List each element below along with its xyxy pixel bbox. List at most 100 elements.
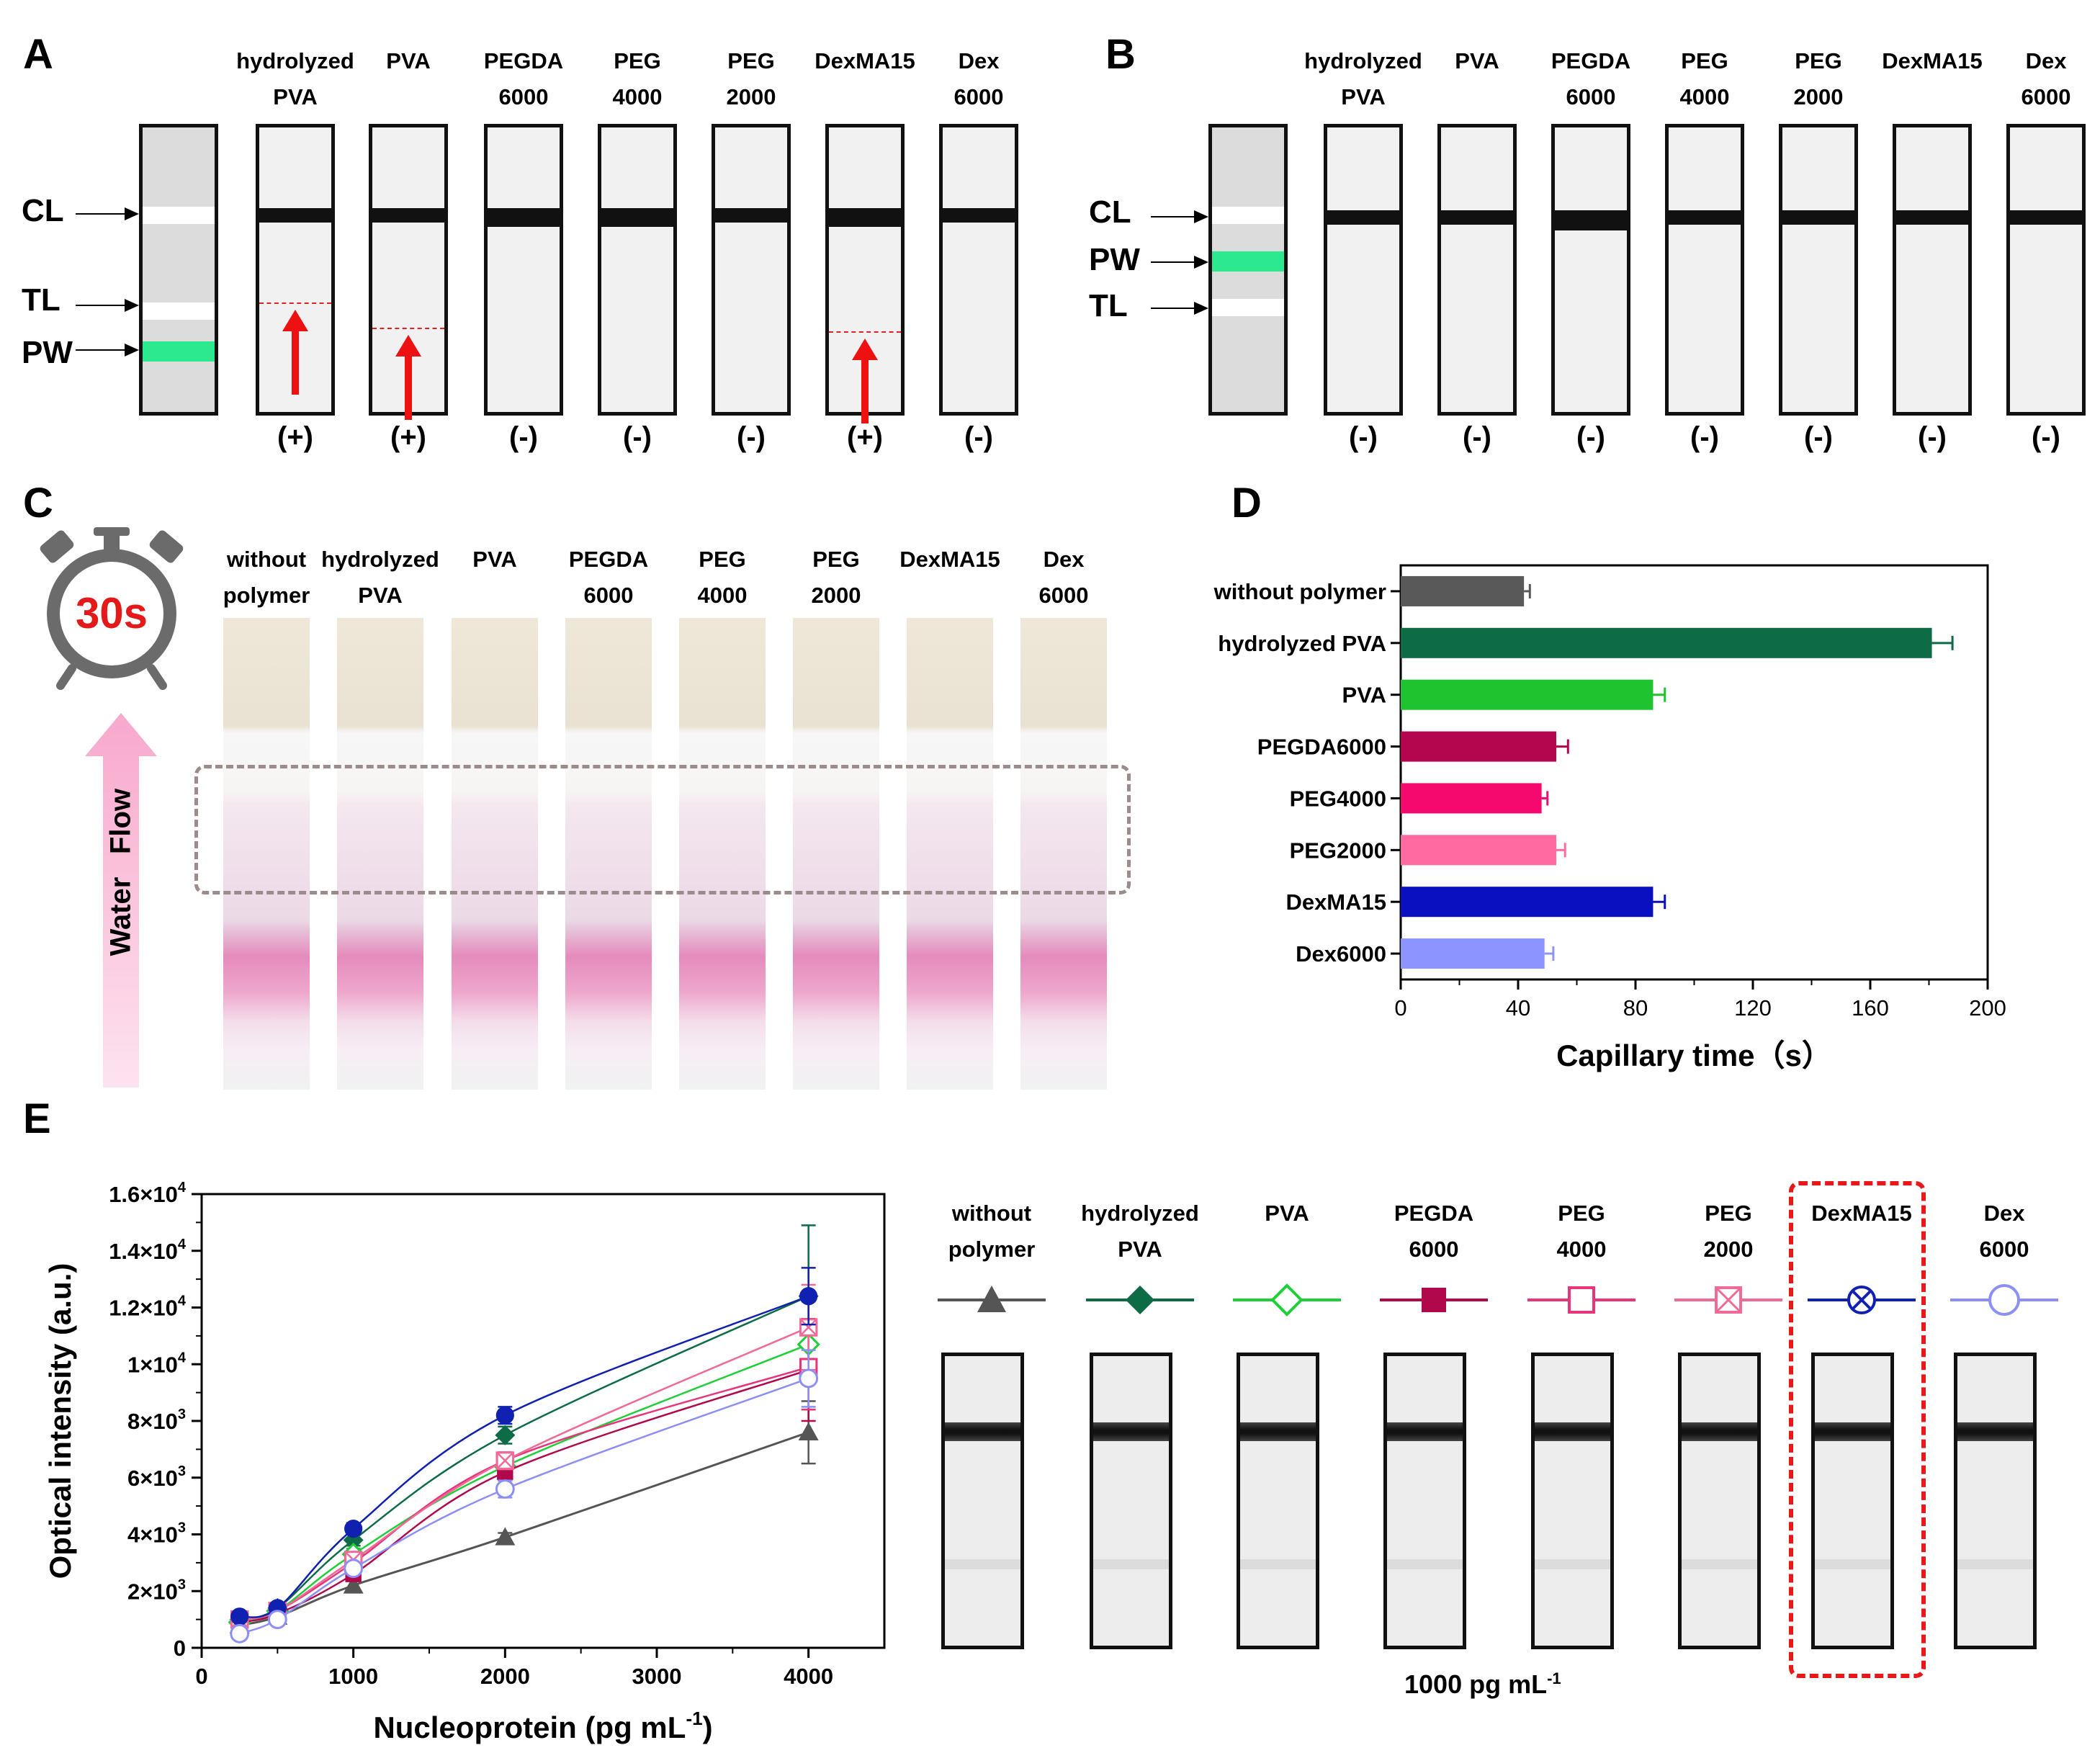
plot-frame <box>1399 564 1989 981</box>
legend-label: hydrolyzed PVA <box>1081 1201 1199 1262</box>
category-label: PEG4000 <box>1290 786 1386 811</box>
strip-label: PVA <box>472 547 517 572</box>
pointer-arrowhead <box>1194 256 1208 269</box>
control-line-band <box>2010 210 2082 225</box>
series-line <box>239 1431 809 1626</box>
data-point <box>799 1287 818 1306</box>
test-line-band <box>1093 1559 1169 1569</box>
test-strip <box>1954 1353 2037 1649</box>
strip-label: PEGDA 6000 <box>1551 48 1631 109</box>
x-tick-label: 120 <box>1734 995 1772 1021</box>
series-group <box>230 1323 818 1629</box>
test-strip <box>1531 1353 1614 1649</box>
square-open-icon <box>1527 1286 1635 1314</box>
data-point <box>798 1422 819 1440</box>
x-tick-label: 200 <box>1969 995 2006 1021</box>
schematic-control-line <box>1212 207 1284 224</box>
legend-label: Dex 6000 <box>1979 1201 2029 1262</box>
x-tick-label: 160 <box>1852 995 1889 1021</box>
test-line-band <box>945 1559 1020 1569</box>
strip-label: PVA <box>386 48 431 73</box>
y-tick-label: 4×103 <box>127 1520 186 1548</box>
red-arrow-shaft <box>292 330 299 395</box>
strip-label: Dex 6000 <box>953 48 1004 109</box>
x-tick-label: 4000 <box>784 1664 833 1689</box>
result-sign: (+) <box>390 421 426 453</box>
marker-cross <box>799 1318 817 1337</box>
control-line-band <box>715 208 787 223</box>
pointer-arrow-cl <box>1151 216 1195 217</box>
bar-chart-capillary-time: without polymer hydrolyzed PVA PVA PEGDA600… <box>1213 564 2006 1072</box>
strip-photo <box>1020 618 1107 1090</box>
legend-label: DexMA15 <box>1811 1201 1912 1226</box>
strip-photo <box>679 618 766 1090</box>
test-strip <box>2006 124 2086 416</box>
control-line-band <box>1327 210 1399 225</box>
test-strip <box>1324 124 1403 416</box>
data-point <box>495 1479 515 1499</box>
test-line-band <box>1682 1559 1757 1569</box>
circle-open-icon <box>1950 1284 2058 1316</box>
strip-label: without polymer <box>223 547 310 608</box>
red-arrow-head <box>395 335 421 356</box>
panel-letter-b: B <box>1105 31 1136 78</box>
pointer-arrow-pw <box>1151 261 1195 263</box>
test-line-dashed <box>829 331 901 333</box>
dexma15-highlight-box <box>1789 1181 1926 1678</box>
pointer-arrowhead <box>125 207 139 220</box>
x-axis-title: Capillary time（s） <box>1556 1039 1832 1072</box>
test-strip <box>1237 1353 1319 1649</box>
data-point <box>495 1406 514 1425</box>
schematic-strip-a <box>139 124 218 416</box>
alarm-clock-icon: 30s <box>40 527 184 690</box>
timer-label: 30s <box>76 589 148 637</box>
control-line-band <box>372 208 444 223</box>
strip-label: PEG 4000 <box>1679 48 1730 109</box>
data-point <box>495 1527 516 1546</box>
control-line-band <box>1669 210 1741 225</box>
series-line <box>239 1365 809 1620</box>
series-group <box>229 1400 819 1633</box>
test-line-band <box>1535 1559 1610 1569</box>
diamond-open-icon <box>1233 1283 1341 1317</box>
panel-letter-c: C <box>23 480 53 526</box>
pointer-label-pw: PW <box>22 335 73 370</box>
x-tick-label: 0 <box>195 1664 207 1689</box>
flow-word-water: Water <box>104 876 137 956</box>
square-icon <box>1380 1288 1488 1312</box>
category-label: Dex6000 <box>1296 941 1386 967</box>
data-point <box>230 1607 249 1626</box>
test-strip <box>1893 124 1972 416</box>
test-line-dashed <box>259 302 331 304</box>
series-line <box>239 1343 809 1623</box>
result-sign: (-) <box>2032 421 2060 453</box>
pointer-arrow-pw <box>76 349 126 351</box>
result-sign: (-) <box>1918 421 1947 453</box>
x-tick-label: 2000 <box>480 1664 530 1689</box>
control-line-band <box>1535 1422 1610 1441</box>
control-line-band <box>488 208 560 227</box>
panel-letter-d: D <box>1231 480 1262 526</box>
control-line-band <box>259 208 331 223</box>
pointer-label-tl: TL <box>22 282 60 318</box>
control-line-band <box>1682 1422 1757 1441</box>
y-tick-label: 1.4×104 <box>109 1237 187 1264</box>
schematic-pad-window <box>1212 251 1284 272</box>
x-axis-title: Nucleoprotein (pg mL-1) <box>373 1708 712 1744</box>
control-line-band <box>829 208 901 227</box>
result-sign: (-) <box>1576 421 1605 453</box>
data-point <box>230 1623 250 1643</box>
test-strip <box>941 1353 1024 1649</box>
data-point <box>344 1559 364 1579</box>
strip-photo <box>565 618 652 1090</box>
strip-label: PEG 2000 <box>1793 48 1844 109</box>
bar <box>1401 835 1556 866</box>
circle-cross-icon <box>1808 1286 1916 1314</box>
y-tick-label: 1.2×104 <box>109 1293 187 1321</box>
data-point <box>344 1520 363 1538</box>
pointer-arrowhead <box>125 344 139 356</box>
control-line-band <box>1441 210 1513 225</box>
test-line-band <box>1240 1559 1316 1569</box>
water-flow-arrow-icon <box>85 713 157 1087</box>
test-strip <box>939 124 1018 416</box>
